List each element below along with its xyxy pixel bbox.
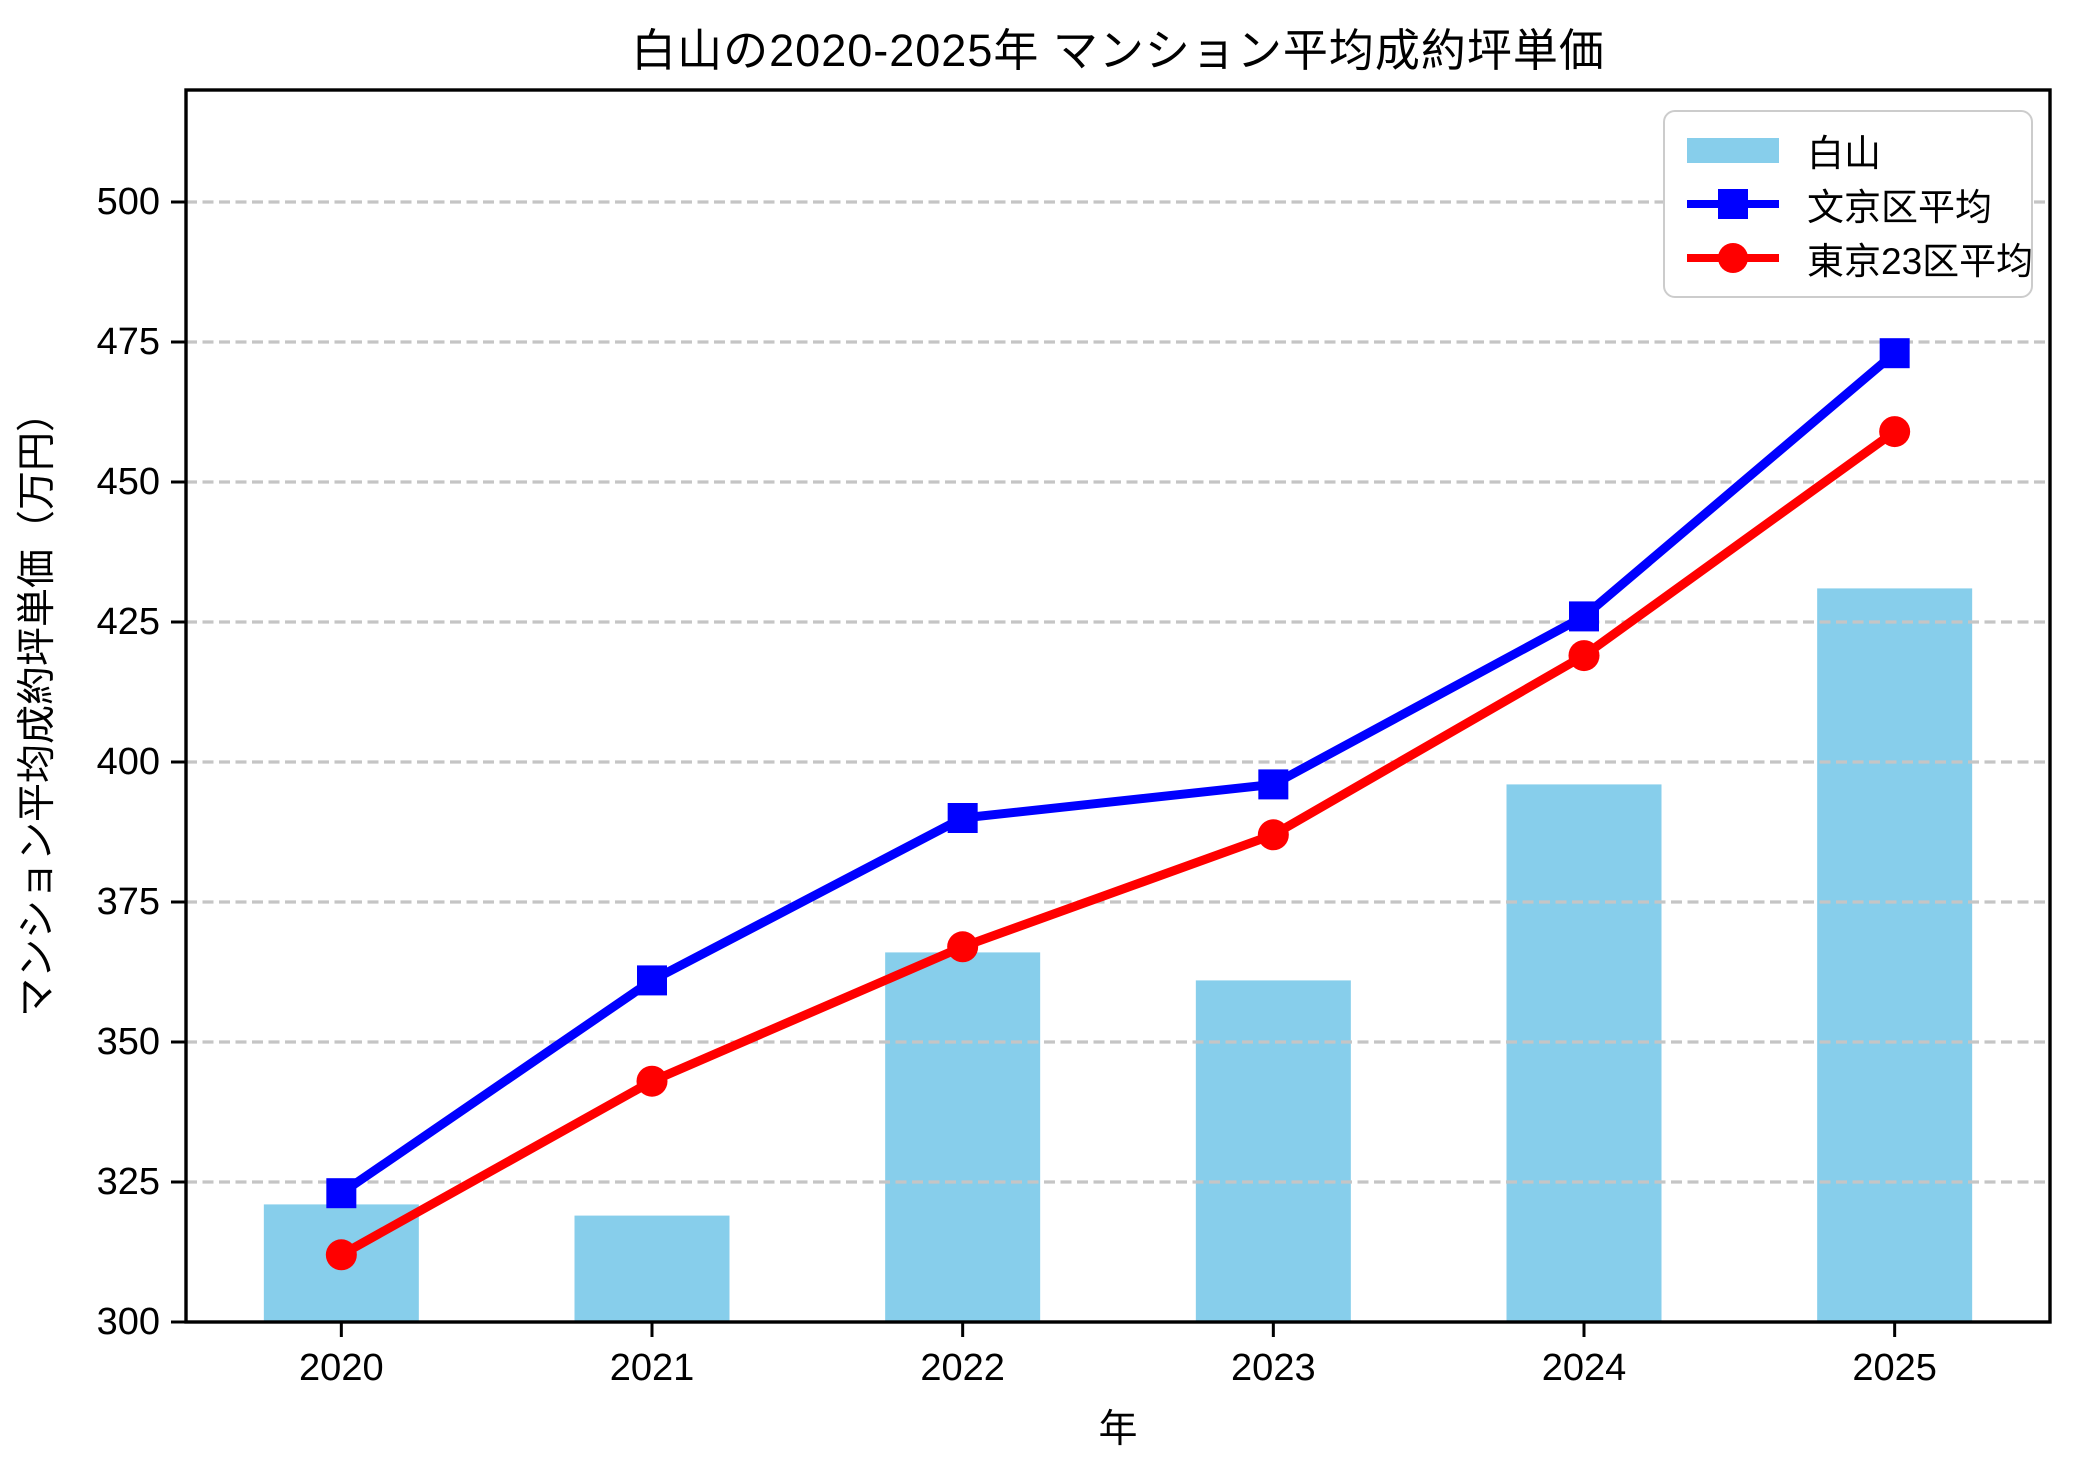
marker-square-2023 xyxy=(1258,769,1289,800)
marker-square-2025 xyxy=(1879,338,1910,369)
y-tick-label-400: 400 xyxy=(97,741,160,783)
y-tick-label-500: 500 xyxy=(97,181,160,223)
x-tick-label-2024: 2024 xyxy=(1542,1347,1627,1389)
bar-2021 xyxy=(574,1215,730,1322)
y-tick-label-450: 450 xyxy=(97,461,160,503)
legend: 白山 文京区平均 東京23区平均 xyxy=(1663,110,2033,298)
marker-circle-2020 xyxy=(325,1239,357,1271)
bar-2023 xyxy=(1195,980,1351,1322)
marker-circle-2023 xyxy=(1257,819,1289,851)
legend-item-hakusan: 白山 xyxy=(1687,130,2007,174)
x-axis-label: 年 xyxy=(1098,1408,1138,1451)
y-tick-label-350: 350 xyxy=(97,1021,160,1063)
bar-2022 xyxy=(885,952,1041,1322)
legend-label-bunkyo: 文京区平均 xyxy=(1807,187,1992,228)
legend-line-circle-swatch-icon xyxy=(1687,238,1779,278)
y-tick-label-475: 475 xyxy=(97,321,160,363)
x-tick-label-2023: 2023 xyxy=(1231,1347,1316,1389)
marker-circle-2024 xyxy=(1568,640,1600,672)
y-tick-label-300: 300 xyxy=(97,1301,160,1343)
marker-square-2020 xyxy=(326,1178,357,1209)
legend-line-square-swatch-icon xyxy=(1687,184,1779,224)
marker-square-2022 xyxy=(947,803,978,833)
x-tick-label-2025: 2025 xyxy=(1852,1347,1937,1389)
marker-square-2021 xyxy=(637,965,667,996)
legend-item-bunkyo: 文京区平均 xyxy=(1687,184,2007,228)
legend-label-tokyo23: 東京23区平均 xyxy=(1807,241,2034,282)
x-tick-label-2021: 2021 xyxy=(610,1347,695,1389)
x-tick-label-2022: 2022 xyxy=(920,1347,1005,1389)
bar-2024 xyxy=(1506,784,1662,1322)
marker-square-2024 xyxy=(1569,601,1599,632)
y-tick-label-325: 325 xyxy=(97,1161,160,1203)
y-axis-label: マンション平均成約坪単価（万円） xyxy=(16,392,59,1018)
legend-label-hakusan: 白山 xyxy=(1807,133,1881,174)
legend-item-tokyo23: 東京23区平均 xyxy=(1687,238,2033,282)
line-東京23区平均 xyxy=(339,427,1898,1259)
marker-circle-2022 xyxy=(947,931,979,963)
marker-circle-2021 xyxy=(636,1065,668,1097)
legend-bar-swatch-icon xyxy=(1687,130,1779,170)
line-文京区平均 xyxy=(338,349,1898,1197)
marker-circle-2025 xyxy=(1879,416,1911,448)
y-tick-label-425: 425 xyxy=(97,601,160,643)
x-tick-label-2020: 2020 xyxy=(299,1347,384,1389)
y-tick-label-375: 375 xyxy=(97,881,160,923)
axes-spines xyxy=(184,88,2052,1324)
bar-2025 xyxy=(1817,588,1973,1322)
chart-title: 白山の2020-2025年 マンション平均成約坪単価 xyxy=(631,25,1605,76)
